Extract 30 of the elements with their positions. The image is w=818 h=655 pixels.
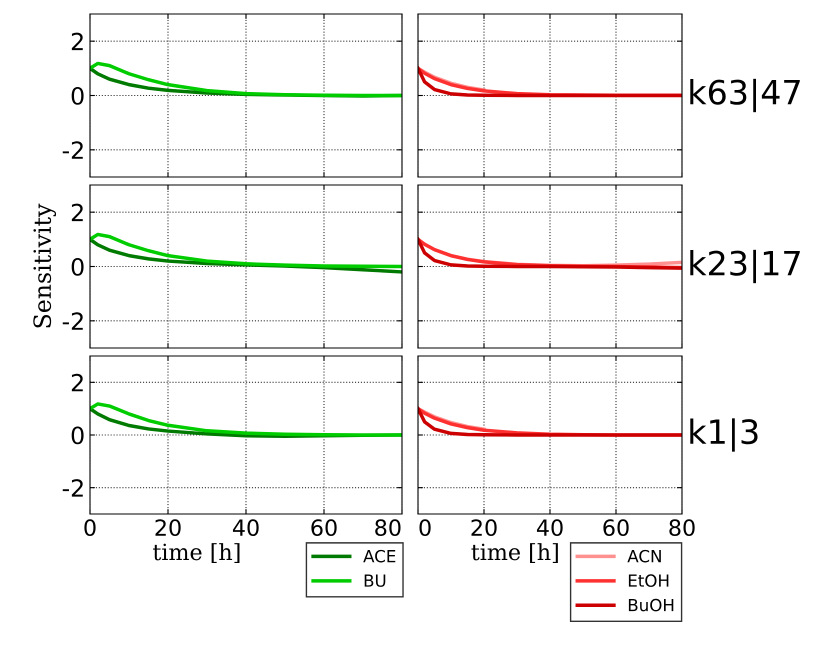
y-axis-title: Sensitivity xyxy=(33,204,56,328)
x-tick-label: 60 xyxy=(603,519,629,536)
text: k1|3 xyxy=(690,418,758,452)
y-tick-label: 0 xyxy=(72,86,84,105)
x-tick-label: 60 xyxy=(311,519,337,536)
y-tick-label: 2 xyxy=(72,374,83,392)
text: k23|17 xyxy=(690,250,800,284)
x-tick-label: 0 xyxy=(84,519,96,536)
legend-label: BU xyxy=(364,574,386,587)
y-tick-label: 0 xyxy=(72,258,84,276)
x-tick-label: 0 xyxy=(419,519,431,536)
y-tick-label: -2 xyxy=(62,141,83,159)
text: k63|47 xyxy=(690,78,800,112)
legend-label: ACN xyxy=(627,550,661,562)
legend-label: ACE xyxy=(363,550,396,562)
legend-label: BuOH xyxy=(628,598,674,612)
y-tick-label: -2 xyxy=(62,312,83,330)
x-tick-label: 20 xyxy=(471,519,497,536)
x-tick-label: 20 xyxy=(155,519,181,536)
x-tick-label: 40 xyxy=(232,519,259,536)
legend-label: EtOH xyxy=(628,574,668,587)
x-axis-title: time [h] xyxy=(153,543,240,563)
x-axis-title: time [h] xyxy=(471,543,558,563)
x-tick-label: 40 xyxy=(536,519,563,536)
x-tick-label: 80 xyxy=(375,519,401,536)
y-tick-label: -2 xyxy=(62,479,83,497)
y-tick-label: 2 xyxy=(72,32,83,50)
x-tick-label: 80 xyxy=(669,519,695,536)
y-tick-label: 0 xyxy=(72,426,84,444)
y-tick-label: 2 xyxy=(72,204,83,222)
